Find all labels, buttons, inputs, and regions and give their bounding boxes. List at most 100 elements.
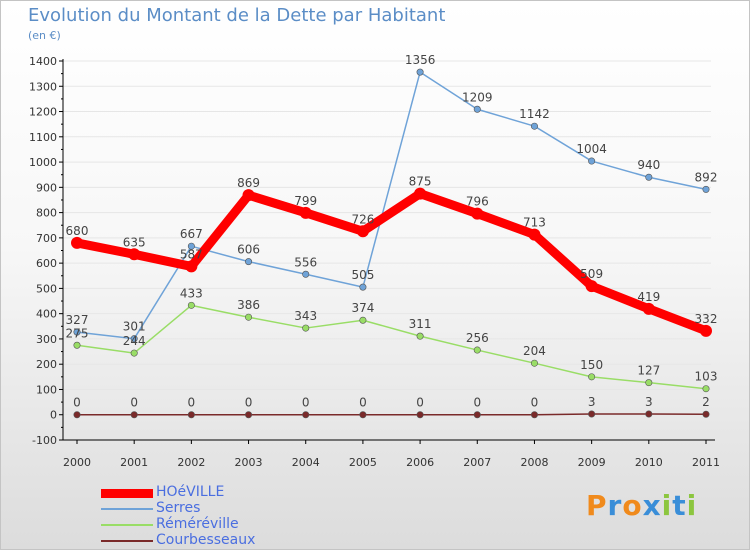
x-tick-label: 2000 — [63, 456, 91, 469]
data-point-3 — [73, 411, 81, 419]
data-point-0 — [71, 236, 83, 249]
x-tick-label: 2011 — [692, 456, 720, 469]
data-point-1 — [645, 173, 653, 181]
data-point-2 — [588, 373, 596, 381]
y-tick-label: 700 — [36, 232, 57, 245]
data-point-3 — [702, 410, 710, 418]
data-label-3: 3 — [588, 395, 596, 409]
legend-swatch — [101, 489, 153, 498]
data-point-2 — [473, 346, 481, 354]
data-label-3: 0 — [130, 396, 138, 410]
data-label-2: 256 — [466, 331, 489, 345]
data-point-0 — [242, 189, 255, 202]
data-point-2 — [302, 324, 310, 332]
data-point-0 — [414, 187, 427, 200]
legend-label: Réméréville — [156, 516, 239, 532]
proxiti-logo: Proxiti — [586, 489, 697, 522]
logo-letter: P — [586, 489, 608, 522]
data-point-0 — [356, 225, 369, 238]
chart-subtitle: (en €) — [28, 29, 61, 42]
x-tick-label: 2005 — [349, 456, 377, 469]
data-point-3 — [187, 411, 195, 419]
data-label-0: 419 — [637, 290, 660, 304]
data-point-1 — [588, 157, 596, 165]
data-label-0: 635 — [123, 235, 146, 249]
data-label-1: 1004 — [576, 142, 607, 156]
data-point-0 — [528, 228, 541, 241]
data-label-2: 343 — [294, 309, 317, 323]
data-label-0: 587 — [180, 247, 203, 261]
x-tick-label: 2004 — [292, 456, 320, 469]
data-label-3: 0 — [473, 396, 481, 410]
legend-label: Serres — [156, 500, 201, 516]
data-label-0: 875 — [409, 175, 432, 189]
data-label-3: 0 — [73, 396, 81, 410]
logo-letter: t — [672, 489, 687, 522]
data-point-3 — [359, 411, 367, 419]
chart-title: Evolution du Montant de la Dette par Hab… — [28, 5, 446, 26]
logo-letter: o — [622, 489, 643, 522]
data-label-1: 327 — [66, 313, 89, 327]
data-label-2: 127 — [637, 364, 660, 378]
y-tick-label: 1200 — [29, 106, 57, 119]
data-point-2 — [359, 316, 367, 324]
logo-letter: x — [642, 489, 662, 522]
legend-swatch — [101, 524, 153, 526]
x-tick-label: 2009 — [578, 456, 606, 469]
data-point-2 — [245, 313, 253, 321]
data-point-2 — [416, 332, 424, 340]
data-point-2 — [645, 379, 653, 387]
logo-letter: r — [607, 489, 623, 522]
data-point-1 — [245, 258, 253, 266]
data-label-0: 796 — [466, 195, 489, 209]
data-label-0: 680 — [66, 224, 89, 238]
data-point-1 — [359, 283, 367, 291]
data-point-1 — [130, 335, 138, 343]
data-label-3: 0 — [416, 396, 424, 410]
data-label-2: 244 — [123, 334, 146, 348]
logo-letter: i — [686, 489, 698, 522]
series-line-0 — [72, 189, 711, 336]
data-point-0 — [128, 248, 141, 261]
x-tick-label: 2002 — [177, 456, 205, 469]
data-label-2: 386 — [237, 298, 260, 312]
data-label-1: 301 — [123, 320, 146, 334]
legend-label: Courbesseaux — [156, 532, 256, 548]
data-label-1: 667 — [180, 227, 203, 241]
data-label-0: 713 — [523, 216, 546, 230]
data-label-3: 0 — [245, 396, 253, 410]
data-point-0 — [700, 324, 712, 337]
data-label-0: 726 — [351, 212, 374, 226]
data-label-2: 374 — [351, 301, 374, 315]
data-label-2: 311 — [409, 317, 432, 331]
x-tick-label: 2006 — [406, 456, 434, 469]
y-tick-label: 900 — [36, 181, 57, 194]
series-line-3 — [76, 413, 707, 416]
data-label-3: 3 — [645, 395, 653, 409]
data-label-0: 799 — [294, 194, 317, 208]
data-label-3: 0 — [188, 396, 196, 410]
data-point-1 — [187, 242, 195, 250]
y-tick-label: 500 — [36, 282, 57, 295]
x-tick-label: 2010 — [635, 456, 663, 469]
series-line-2 — [76, 304, 707, 390]
legend-swatch — [101, 508, 153, 510]
data-point-2 — [702, 385, 710, 393]
data-label-1: 556 — [294, 255, 317, 269]
data-point-2 — [530, 359, 538, 367]
y-tick-label: 800 — [36, 207, 57, 220]
y-tick-label: 100 — [36, 383, 57, 396]
y-tick-label: 1300 — [29, 80, 57, 93]
y-tick-label: 1000 — [29, 156, 57, 169]
data-label-1: 892 — [695, 170, 718, 184]
data-label-1: 940 — [637, 158, 660, 172]
data-point-1 — [302, 270, 310, 278]
y-tick-label: -100 — [32, 434, 57, 447]
data-label-3: 2 — [702, 395, 710, 409]
data-point-0 — [642, 302, 655, 315]
data-point-2 — [187, 301, 195, 309]
data-label-0: 869 — [237, 176, 260, 190]
data-label-3: 0 — [531, 396, 539, 410]
